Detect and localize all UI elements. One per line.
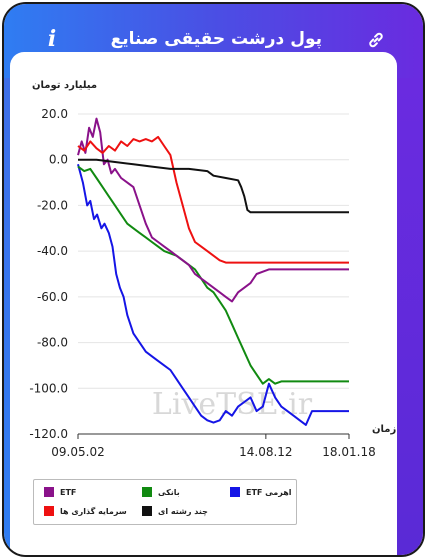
legend-label: ETF اهرمی <box>246 487 292 497</box>
legend-label: ETF <box>60 487 77 497</box>
y-tick-label: -40.0 <box>37 244 68 258</box>
y-tick-label: 0.0 <box>49 153 68 167</box>
x-axis-label: زمان <box>372 424 397 435</box>
series-line <box>77 117 349 303</box>
legend-swatch <box>44 506 54 516</box>
page-title: پول درشت حقیقی صنایع <box>110 29 322 49</box>
x-tick-label: 18.01.18 <box>322 445 375 459</box>
left-accent-bar <box>4 78 10 555</box>
watermark-text: LiveTSE.ir <box>152 387 313 422</box>
y-tick-label: -80.0 <box>37 336 68 350</box>
right-accent-bar <box>397 78 423 555</box>
header-title-group: پول درشت حقیقی صنایع <box>111 26 322 52</box>
y-tick-label: -120.0 <box>29 427 68 441</box>
axes <box>77 433 350 439</box>
legend-swatch <box>230 487 240 497</box>
legend-swatch <box>44 487 54 497</box>
series-line <box>78 158 349 214</box>
series-line <box>77 164 349 426</box>
legend-label: چند رشته ای <box>158 506 208 516</box>
y-tick-label: 20.0 <box>41 107 68 121</box>
chart-legend: ETF اهرمی بانکی ETF سرمایه گذاری ها چند رشته… <box>33 479 297 525</box>
x-tick-label: 14.08.12 <box>239 445 292 459</box>
chart-panel <box>10 52 397 555</box>
legend-item[interactable]: سرمایه گذاری ها <box>44 504 127 518</box>
series-lines <box>77 117 349 426</box>
series-line <box>77 165 349 385</box>
y-tick-labels: 20.0 0.0 -20.0 -40.0 -60.0 -80.0 -100.0 -120.0 <box>29 107 68 441</box>
x-tick-label: 09.05.02 <box>51 445 104 459</box>
legend-item[interactable]: چند رشته ای <box>142 504 208 518</box>
legend-item[interactable]: ETF <box>44 485 76 499</box>
y-tick-label: -60.0 <box>37 290 68 304</box>
legend-swatch <box>142 487 152 497</box>
legend-swatch <box>142 506 152 516</box>
legend-item[interactable]: ETF اهرمی <box>230 485 291 499</box>
y-tick-label: -100.0 <box>29 381 68 395</box>
y-axis-label: میلیارد تومان <box>32 80 98 91</box>
legend-label: سرمایه گذاری ها <box>60 506 127 516</box>
y-tick-label: -20.0 <box>37 198 68 212</box>
series-line <box>77 135 349 264</box>
legend-label: بانکی <box>158 487 180 497</box>
info-icon[interactable]: i <box>47 26 57 52</box>
x-tick-labels: 09.05.02 14.08.12 18.01.18 <box>51 445 375 459</box>
legend-item[interactable]: بانکی <box>142 485 180 499</box>
link-icon[interactable] <box>366 30 386 50</box>
